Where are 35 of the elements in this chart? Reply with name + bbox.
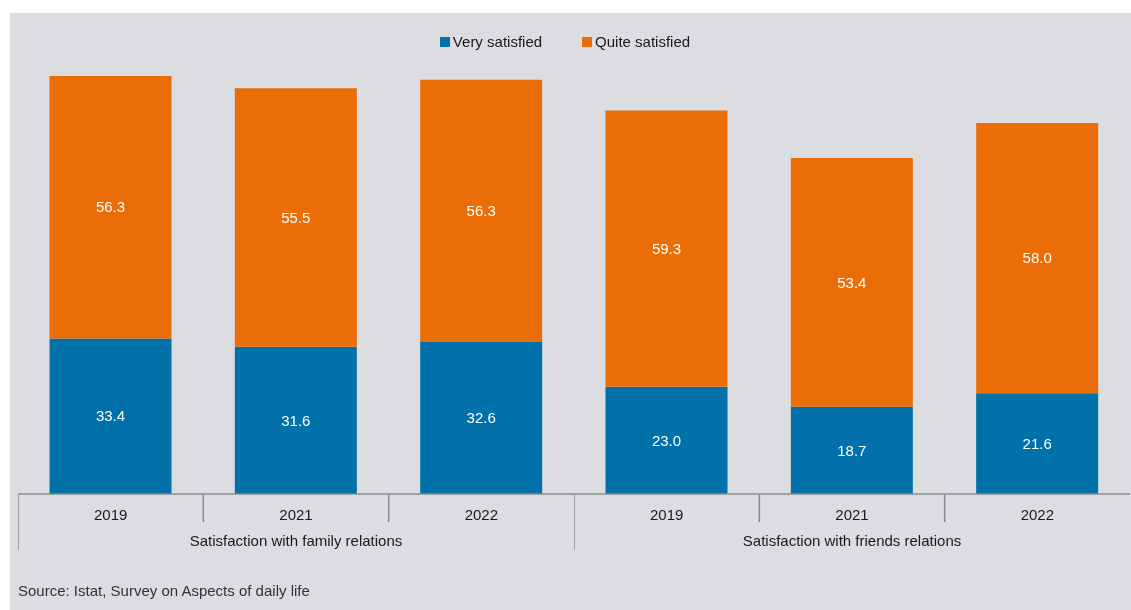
source-note: Source: Istat, Survey on Aspects of daily life [18, 582, 310, 599]
data-label: 56.3 [466, 202, 496, 220]
x-tick-label: 2022 [1020, 506, 1055, 523]
data-label: 58.0 [1022, 249, 1052, 267]
bar [49, 76, 172, 339]
x-tick-label: 2022 [464, 506, 499, 523]
bar [605, 110, 728, 387]
data-label: 21.6 [1022, 434, 1052, 452]
x-tick-label: 2021 [279, 506, 313, 523]
bar [790, 158, 913, 407]
data-label: 59.3 [651, 239, 682, 257]
bar [234, 88, 357, 347]
bar [420, 342, 543, 494]
data-label: 18.7 [837, 441, 867, 459]
data-label: 53.4 [837, 273, 867, 291]
data-label: 56.3 [95, 198, 126, 216]
data-label: 33.4 [95, 407, 126, 425]
legend-label: Quite satisfied [595, 33, 691, 50]
data-label: 55.5 [281, 208, 311, 226]
data-label: 31.6 [281, 411, 311, 429]
x-axis-title: Satisfaction with family relations [189, 532, 403, 549]
x-tick-label: 2019 [649, 506, 684, 523]
legend-label: Very satisfied [452, 33, 543, 50]
bar [790, 406, 913, 494]
data-label: 32.6 [466, 409, 496, 427]
bar [234, 346, 357, 494]
data-label: 23.0 [651, 431, 682, 449]
bar [976, 123, 1099, 394]
x-tick-label: 2021 [835, 506, 869, 523]
bar [420, 79, 543, 343]
bar [49, 338, 172, 494]
bar [605, 386, 728, 494]
x-tick-label: 2019 [93, 506, 128, 523]
bar [976, 393, 1099, 494]
x-axis-title: Satisfaction with friends relations [742, 532, 962, 549]
